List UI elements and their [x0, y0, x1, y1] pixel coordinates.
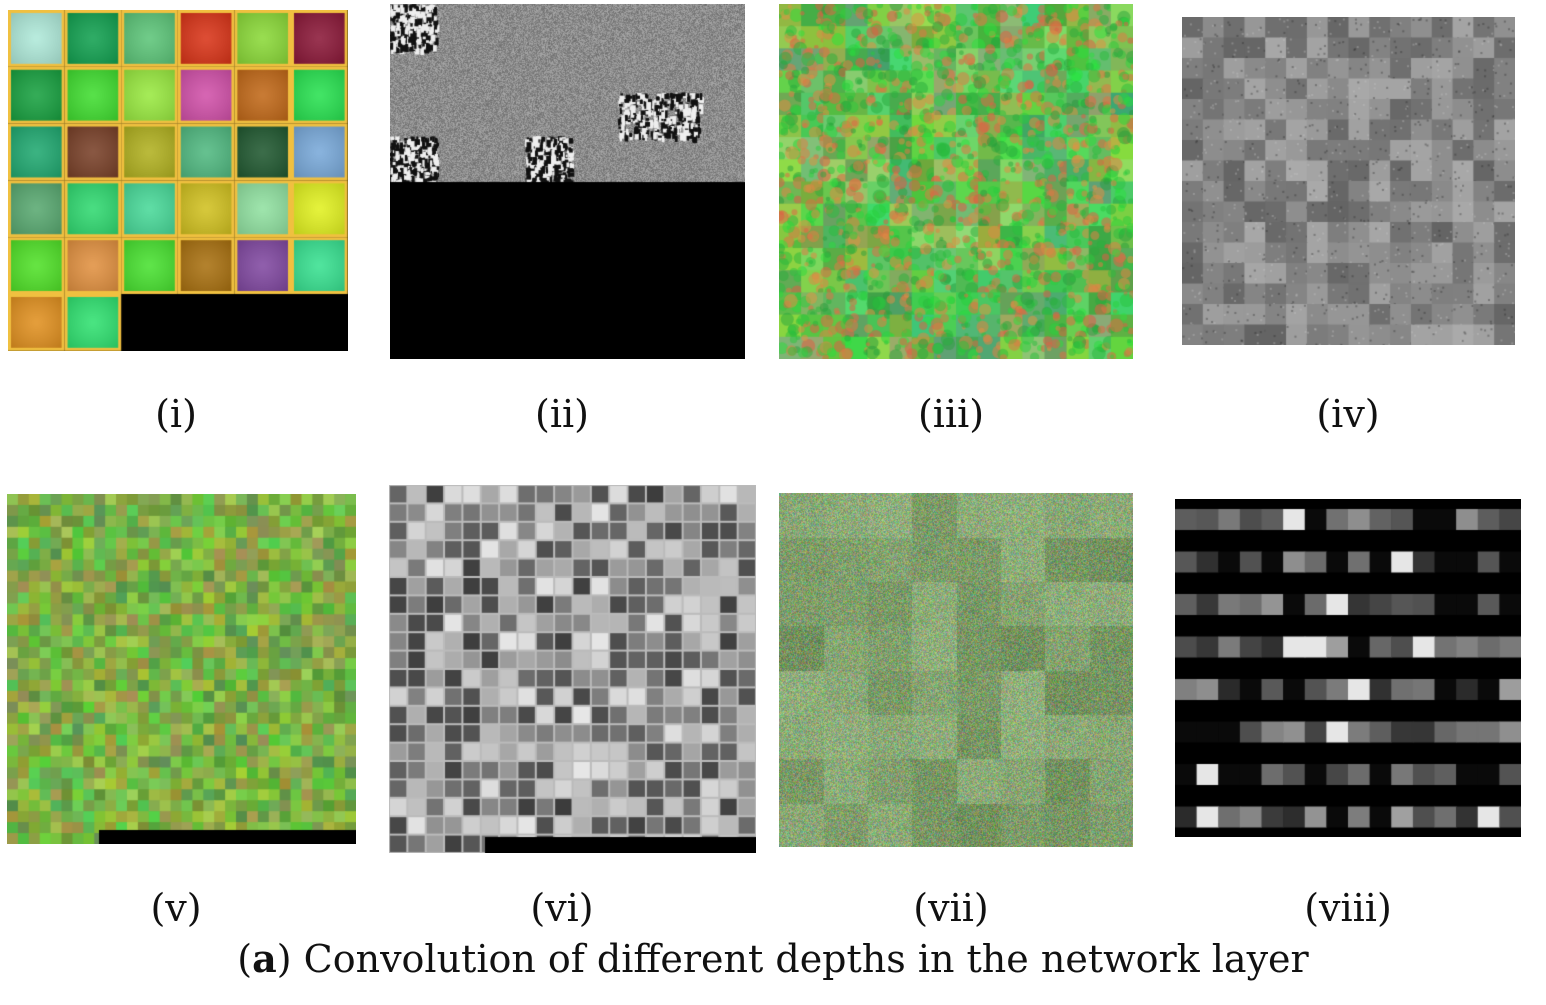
panel-iv-image	[1182, 17, 1515, 345]
panel-label-vii: (vii)	[913, 886, 989, 930]
panel-label-i: (i)	[155, 392, 197, 436]
panel-i-image	[8, 10, 348, 351]
panel-texture	[390, 4, 745, 359]
panel-texture	[779, 493, 1133, 847]
panel-iii-image	[779, 4, 1133, 359]
panel-texture	[8, 10, 348, 351]
panel-ii-image	[390, 4, 745, 359]
panel-label-vi: (vi)	[530, 886, 594, 930]
panel-vii-image	[779, 493, 1133, 847]
caption-text: Convolution of different depths in the n…	[303, 937, 1309, 981]
panel-label-viii: (viii)	[1304, 886, 1392, 930]
panel-viii-image	[1175, 499, 1521, 837]
panel-texture	[779, 4, 1133, 359]
panel-texture	[1175, 499, 1521, 837]
panel-texture	[389, 485, 756, 853]
panel-label-v: (v)	[150, 886, 202, 930]
panel-texture	[7, 494, 356, 844]
panel-label-iii: (iii)	[917, 392, 985, 436]
figure-caption: (a) Convolution of different depths in t…	[237, 936, 1309, 981]
panel-label-ii: (ii)	[535, 392, 589, 436]
caption-letter: a	[252, 936, 277, 981]
panel-vi-image	[389, 485, 756, 853]
panel-label-iv: (iv)	[1316, 392, 1380, 436]
panel-v-image	[7, 494, 356, 844]
panel-texture	[1182, 17, 1515, 345]
